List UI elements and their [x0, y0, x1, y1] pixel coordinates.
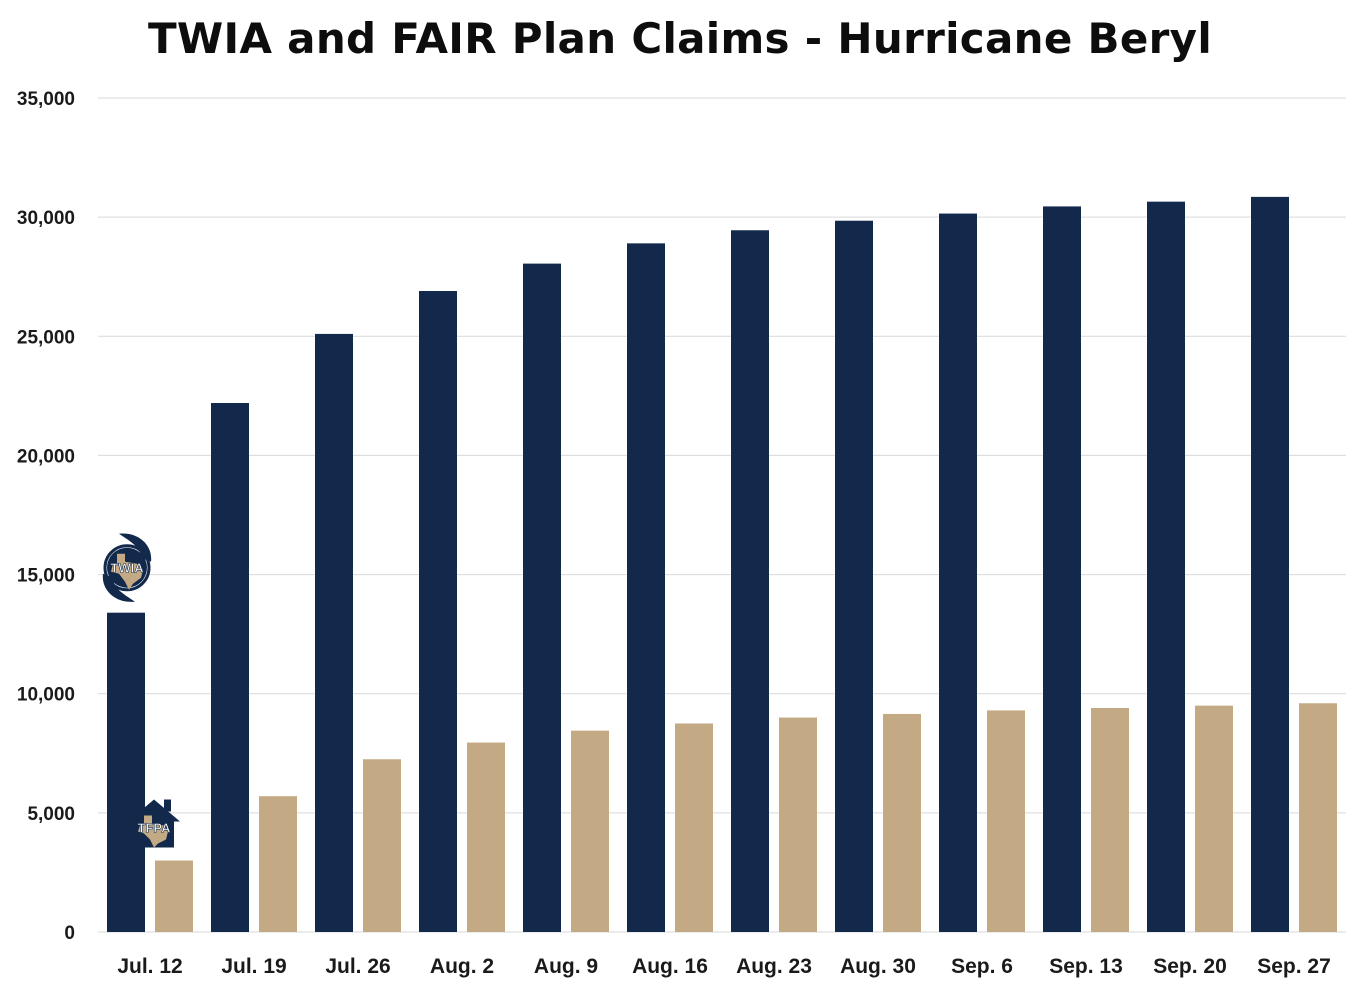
twia-bar [315, 333, 353, 933]
tfpa-bar [1091, 708, 1129, 932]
x-tick-label: Jul. 12 [117, 955, 182, 978]
tfpa-bar [467, 742, 505, 932]
y-tick-label: 15,000 [17, 566, 75, 587]
x-tick-label: Aug. 9 [534, 955, 598, 978]
y-tick-label: 30,000 [17, 208, 75, 229]
tfpa-bar [259, 796, 297, 932]
twia-bar [107, 612, 145, 932]
y-tick-label: 35,000 [17, 89, 75, 110]
twia-bar [1147, 201, 1185, 932]
twia-bar [627, 243, 665, 933]
y-tick-label: 20,000 [17, 446, 75, 467]
x-tick-label: Aug. 23 [736, 955, 812, 978]
twia-hurricane-logo-icon: TWIA [102, 533, 152, 602]
twia-bar [211, 403, 249, 932]
tfpa-bar [571, 730, 609, 932]
chart-title: TWIA and FAIR Plan Claims - Hurricane Be… [147, 14, 1213, 63]
twia-bar [835, 220, 873, 932]
y-axis-tick-labels: 0 5,000 10,000 15,000 20,000 25,000 30,000 35,0… [17, 89, 75, 944]
bars [107, 196, 1337, 933]
y-tick-label: 10,000 [17, 685, 75, 706]
x-tick-label: Sep. 13 [1049, 955, 1123, 978]
x-tick-label: Jul. 19 [221, 955, 286, 978]
gridlines [98, 97, 1346, 933]
x-tick-label: Aug. 16 [632, 955, 708, 978]
tfpa-bar [1195, 705, 1233, 932]
tfpa-bar [675, 723, 713, 932]
x-tick-label: Aug. 30 [840, 955, 916, 978]
x-tick-label: Sep. 6 [951, 955, 1013, 978]
twia-bar [419, 291, 457, 932]
twia-bar [1251, 196, 1289, 933]
x-tick-label: Sep. 27 [1257, 955, 1331, 978]
tfpa-bar [363, 759, 401, 932]
y-tick-label: 25,000 [17, 327, 75, 348]
x-tick-label: Jul. 26 [325, 955, 390, 978]
y-tick-label: 5,000 [27, 804, 75, 825]
tfpa-bar [987, 710, 1025, 932]
twia-bar [1043, 206, 1081, 933]
tfpa-bar [779, 717, 817, 932]
twia-logo-text: TWIA [110, 561, 144, 576]
twia-bar [523, 263, 561, 932]
tfpa-bar [155, 860, 193, 932]
twia-bar [939, 213, 977, 932]
x-tick-label: Sep. 20 [1153, 955, 1227, 978]
tfpa-logo-text: TFPA [138, 821, 172, 836]
tfpa-bar [1299, 703, 1337, 932]
y-tick-label: 0 [64, 923, 75, 944]
twia-bar [731, 230, 769, 933]
tfpa-house-logo-icon: TFPA [128, 799, 180, 848]
x-tick-label: Aug. 2 [430, 955, 494, 978]
x-axis-tick-labels: Jul. 12 Jul. 19 Jul. 26 Aug. 2 Aug. 9 Aug. 16… [117, 955, 1330, 978]
tfpa-bar [883, 713, 921, 932]
